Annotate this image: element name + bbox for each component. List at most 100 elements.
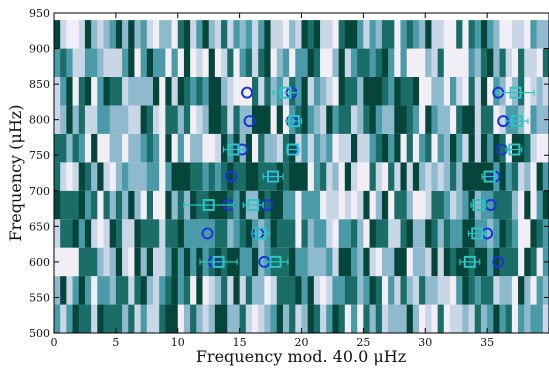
heatmap-cell xyxy=(307,247,315,277)
heatmap-cell xyxy=(301,162,309,191)
heatmap-cell xyxy=(332,133,340,163)
heatmap-cell xyxy=(159,77,166,106)
heatmap-cell xyxy=(122,247,129,277)
heatmap-cell xyxy=(425,247,433,277)
heatmap-cell xyxy=(159,304,166,333)
heatmap-cell xyxy=(196,219,204,248)
heatmap-cell xyxy=(289,304,296,333)
heatmap-cell xyxy=(258,77,265,106)
heatmap-cell xyxy=(91,77,98,106)
heatmap-cell xyxy=(518,304,525,333)
heatmap-cell xyxy=(412,304,420,333)
heatmap-cell xyxy=(103,247,111,277)
heatmap-cell xyxy=(307,190,315,220)
heatmap-cell xyxy=(381,219,389,248)
heatmap-cell xyxy=(258,105,265,134)
heatmap-cell xyxy=(270,133,278,163)
heatmap-cell xyxy=(412,133,420,163)
heatmap-cell xyxy=(412,190,420,220)
mode-square xyxy=(508,143,521,156)
heatmap-cell xyxy=(338,105,346,134)
heatmap-cell xyxy=(295,162,303,191)
x-axis: 0 5 10 15 20 25 30 35 xyxy=(51,13,494,349)
heatmap-cell xyxy=(66,133,74,163)
heatmap-cell xyxy=(431,162,439,191)
heatmap-cell xyxy=(295,48,303,77)
heatmap-cell xyxy=(177,219,185,248)
heatmap-cell xyxy=(153,48,160,77)
heatmap-cell xyxy=(140,133,148,163)
heatmap-cell xyxy=(282,190,290,220)
heatmap-cell xyxy=(474,77,482,106)
heatmap-cell xyxy=(536,20,544,49)
mode-square xyxy=(254,227,267,240)
heatmap-cell xyxy=(313,190,321,220)
heatmap-cell xyxy=(54,276,61,305)
heatmap-cell xyxy=(542,77,549,106)
heatmap-cell xyxy=(159,20,166,49)
heatmap-cell xyxy=(227,20,235,49)
heatmap-cell xyxy=(282,304,290,333)
heatmap-cell xyxy=(159,247,166,277)
x-tick-label: 30 xyxy=(418,336,432,349)
heatmap-cell xyxy=(351,105,358,134)
heatmap-cell xyxy=(171,162,179,191)
heatmap-cell xyxy=(425,48,433,77)
heatmap-cell xyxy=(419,162,426,191)
heatmap-cell xyxy=(320,48,327,77)
heatmap-cell xyxy=(437,105,445,134)
heatmap-cell xyxy=(406,219,414,248)
heatmap-cell xyxy=(530,304,538,333)
heatmap-cell xyxy=(97,77,105,106)
heatmap-cell xyxy=(153,20,160,49)
heatmap-cell xyxy=(122,77,129,106)
heatmap-cell xyxy=(419,276,426,305)
heatmap-cell xyxy=(320,219,327,248)
heatmap-cell xyxy=(462,304,470,333)
heatmap-cell xyxy=(190,276,197,305)
heatmap-cell xyxy=(456,105,463,134)
heatmap-cell xyxy=(91,20,98,49)
heatmap-cell xyxy=(171,219,179,248)
heatmap-cell xyxy=(332,105,340,134)
heatmap-cell xyxy=(351,276,358,305)
heatmap-cell xyxy=(524,77,532,106)
mode-square xyxy=(483,170,496,183)
heatmap-cell xyxy=(468,20,476,49)
heatmap-cell xyxy=(307,133,315,163)
heatmap-cell xyxy=(400,304,408,333)
heatmap-cell xyxy=(270,105,278,134)
heatmap-cell xyxy=(258,162,265,191)
heatmap-cell xyxy=(239,276,247,305)
heatmap-cell xyxy=(412,48,420,77)
heatmap-cell xyxy=(78,105,86,134)
heatmap-cell xyxy=(72,219,80,248)
heatmap-cell xyxy=(214,20,222,49)
heatmap-cell xyxy=(233,190,241,220)
heatmap-cell xyxy=(66,247,74,277)
heatmap-cell xyxy=(487,276,494,305)
heatmap-cell xyxy=(499,133,507,163)
heatmap-cell xyxy=(320,105,327,134)
heatmap-cell xyxy=(295,77,303,106)
heatmap-cell xyxy=(369,247,377,277)
heatmap-cell xyxy=(381,133,389,163)
heatmap-cell xyxy=(115,77,123,106)
heatmap-cell xyxy=(146,219,154,248)
heatmap-cell xyxy=(295,247,303,277)
heatmap-cell xyxy=(171,247,179,277)
heatmap-cell xyxy=(122,133,129,163)
heatmap-cell xyxy=(103,276,111,305)
heatmap-cell xyxy=(499,162,507,191)
heatmap-cell xyxy=(536,304,544,333)
heatmap-cell xyxy=(97,190,105,220)
heatmap-cell xyxy=(84,219,92,248)
heatmap-cell xyxy=(221,276,228,305)
heatmap-cell xyxy=(388,247,395,277)
heatmap-cell xyxy=(394,276,402,305)
heatmap-cell xyxy=(406,304,414,333)
heatmap-cell xyxy=(227,48,235,77)
heatmap-cell xyxy=(128,77,136,106)
heatmap-cell xyxy=(412,247,420,277)
heatmap-cell xyxy=(239,48,247,77)
